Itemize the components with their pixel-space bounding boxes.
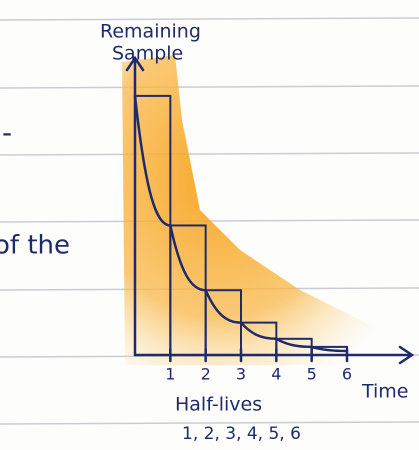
highlight: [122, 55, 400, 365]
chart: 123456 Remaining Sample Time Half-lives …: [0, 0, 419, 450]
x-tick-label: 6: [342, 365, 352, 384]
x-axis-sequence: 1, 2, 3, 4, 5, 6: [182, 424, 301, 444]
x-axis-caption: Half-lives: [175, 394, 262, 416]
page: {"chart_data": {"type": "decay-steps", "…: [0, 0, 419, 450]
y-axis-label: Remaining: [100, 21, 201, 43]
x-axis-label: Time: [361, 381, 409, 403]
x-tick-label: 5: [307, 365, 317, 384]
margin-dash: -: [2, 116, 12, 149]
x-tick-label: 1: [165, 365, 175, 384]
margin-text: of the: [0, 231, 70, 261]
x-tick-label: 2: [201, 365, 211, 384]
x-tick-label: 4: [271, 365, 281, 384]
x-tick-label: 3: [236, 365, 246, 384]
y-axis-label: Sample: [112, 43, 183, 65]
